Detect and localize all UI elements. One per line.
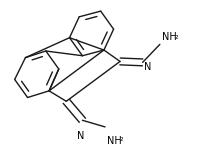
Text: NH: NH [162,32,177,42]
Text: N: N [144,62,151,72]
Text: $_2$: $_2$ [174,33,179,41]
Text: N: N [77,131,84,141]
Text: $_2$: $_2$ [119,135,124,144]
Text: NH: NH [107,136,122,146]
